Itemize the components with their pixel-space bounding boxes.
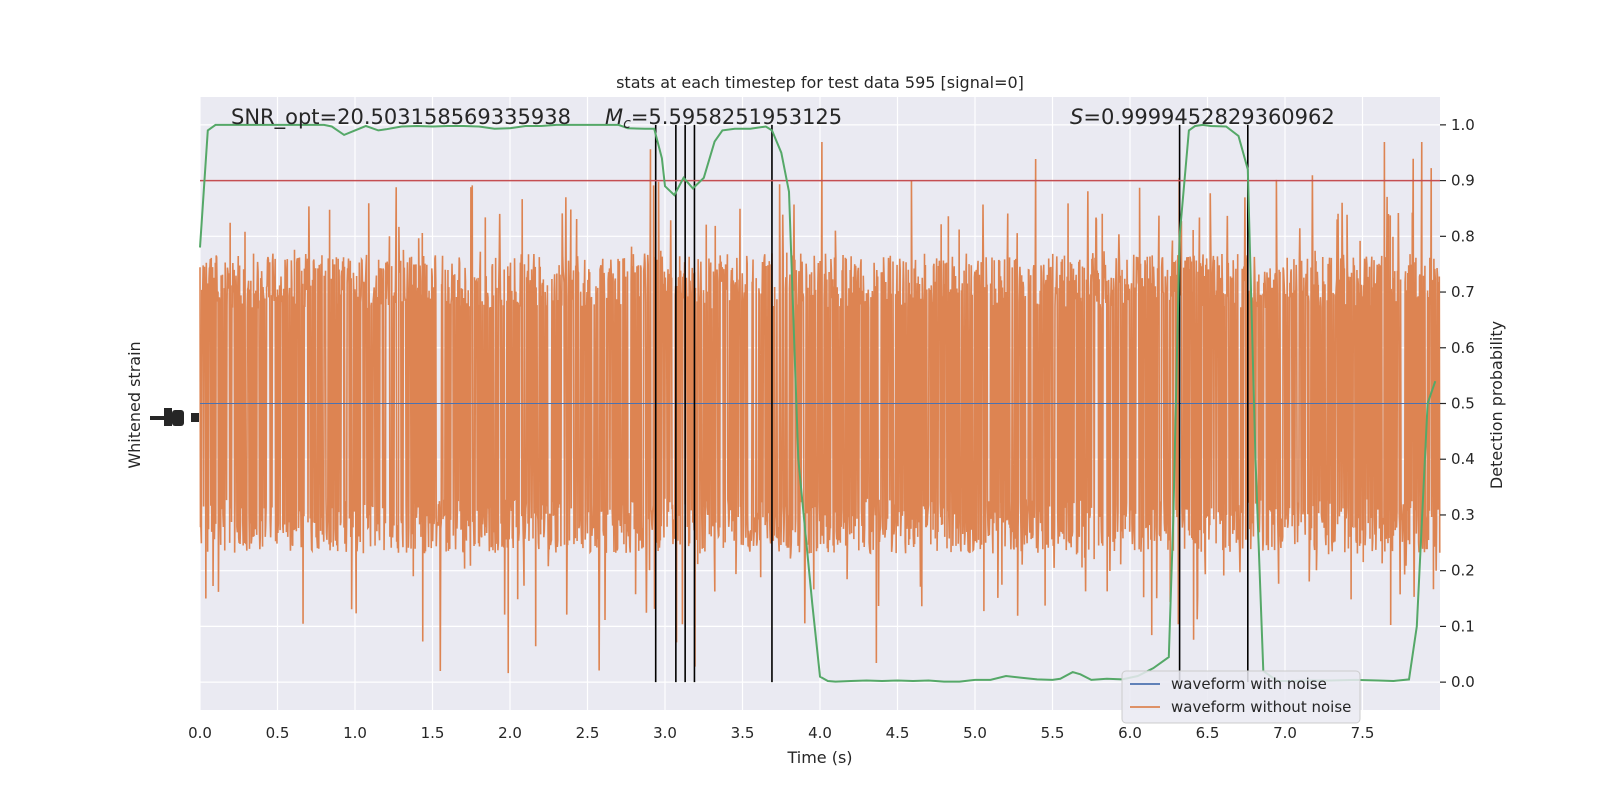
chirp-mass-symbol: M <box>605 105 623 129</box>
y-right-tick-label: 0.4 <box>1451 450 1475 468</box>
y-right-tick-label: 0.8 <box>1451 227 1475 245</box>
chirp-mass-subscript: c <box>623 116 631 132</box>
y-right-tick-label: 1.0 <box>1451 116 1475 134</box>
y-right-tick-label: 0.9 <box>1451 172 1475 190</box>
waveform-without-noise-line <box>199 141 1441 674</box>
y-right-tick-label: 0.1 <box>1451 617 1475 635</box>
y-right-tick-label: 0.0 <box>1451 673 1475 691</box>
x-tick-label: 4.5 <box>886 724 910 742</box>
legend-label-without-noise: waveform without noise <box>1171 698 1351 716</box>
chart-title: stats at each timestep for test data 595… <box>616 73 1024 92</box>
x-tick-label: 1.0 <box>343 724 367 742</box>
chirp-mass-annotation: Mc=5.5958251953125 <box>605 105 842 132</box>
event-markers <box>654 124 1249 683</box>
detection-probability-line <box>199 123 1437 683</box>
stat-symbol: S <box>1070 105 1083 129</box>
stat-annotation: S=0.9999452829360962 <box>1070 105 1335 129</box>
x-tick-label: 0.5 <box>266 724 290 742</box>
x-tick-label: 2.0 <box>498 724 522 742</box>
x-tick-label: 7.5 <box>1351 724 1375 742</box>
legend: waveform with noise waveform without noi… <box>1121 670 1361 724</box>
y-right-tick-label: 0.6 <box>1451 339 1475 357</box>
y-right-tick-label: 0.5 <box>1451 395 1475 413</box>
y-right-axis-label: Detection probability <box>1487 321 1506 489</box>
y-right-axis-ticks: 0.0 0.1 0.2 0.3 0.4 0.5 0.6 0.7 0.8 0.9 1.0 <box>1440 116 1475 691</box>
x-axis-ticks: 0.0 0.5 1.0 1.5 2.0 2.5 3.0 3.5 4.0 4.5 5.0 5.5 6.0 6… <box>188 724 1374 742</box>
waveform-without-noise-series <box>199 141 1441 674</box>
x-tick-label: 3.0 <box>653 724 677 742</box>
x-tick-label: 0.0 <box>188 724 212 742</box>
left-axis-collapsed-ticks <box>150 408 199 426</box>
y-right-tick-label: 0.7 <box>1451 283 1475 301</box>
stat-value: =0.9999452829360962 <box>1083 105 1334 129</box>
x-tick-label: 3.5 <box>731 724 755 742</box>
x-tick-label: 4.0 <box>808 724 832 742</box>
legend-box <box>1121 670 1361 724</box>
chirp-mass-value: =5.5958251953125 <box>631 105 842 129</box>
x-tick-label: 7.0 <box>1273 724 1297 742</box>
x-tick-label: 1.5 <box>421 724 445 742</box>
x-tick-label: 2.5 <box>576 724 600 742</box>
snr-annotation: SNR_opt=20.503158569335938 <box>231 105 571 130</box>
legend-label-with-noise: waveform with noise <box>1171 675 1327 693</box>
x-axis-label: Time (s) <box>786 748 852 767</box>
y-right-tick-label: 0.3 <box>1451 506 1475 524</box>
y-left-axis-label: Whitened strain <box>125 341 144 468</box>
x-tick-label: 6.0 <box>1118 724 1142 742</box>
x-tick-label: 5.5 <box>1041 724 1065 742</box>
x-tick-label: 6.5 <box>1196 724 1220 742</box>
x-tick-label: 5.0 <box>963 724 987 742</box>
detection-probability-series <box>199 123 1437 683</box>
y-right-tick-label: 0.2 <box>1451 562 1475 580</box>
